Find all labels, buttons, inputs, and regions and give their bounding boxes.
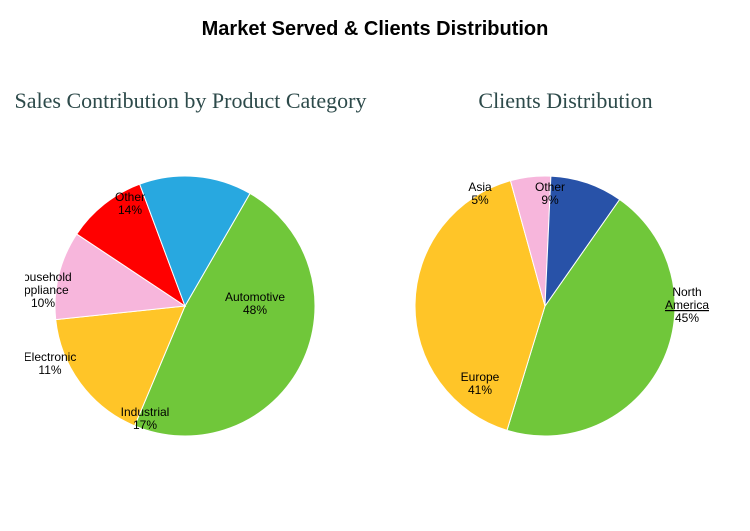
chart-sales-title: Sales Contribution by Product Category (15, 71, 367, 131)
pie-label-electronic: Electronic11% (25, 350, 76, 377)
chart-clients-title: Clients Distribution (478, 71, 652, 131)
pie-sales: Automotive48%Industrial17%Electronic11%H… (25, 146, 355, 466)
pie-clients: NorthAmerica45%Europe41%Asia5%Other9% (395, 146, 735, 466)
charts-row: Sales Contribution by Product Category A… (0, 71, 750, 466)
chart-sales: Sales Contribution by Product Category A… (15, 71, 367, 466)
page-title: Market Served & Clients Distribution (0, 0, 750, 41)
pie-label-asia: Asia5% (469, 180, 493, 207)
pie-label-other: Other14% (115, 190, 145, 217)
chart-clients: Clients Distribution NorthAmerica45%Euro… (395, 71, 735, 466)
